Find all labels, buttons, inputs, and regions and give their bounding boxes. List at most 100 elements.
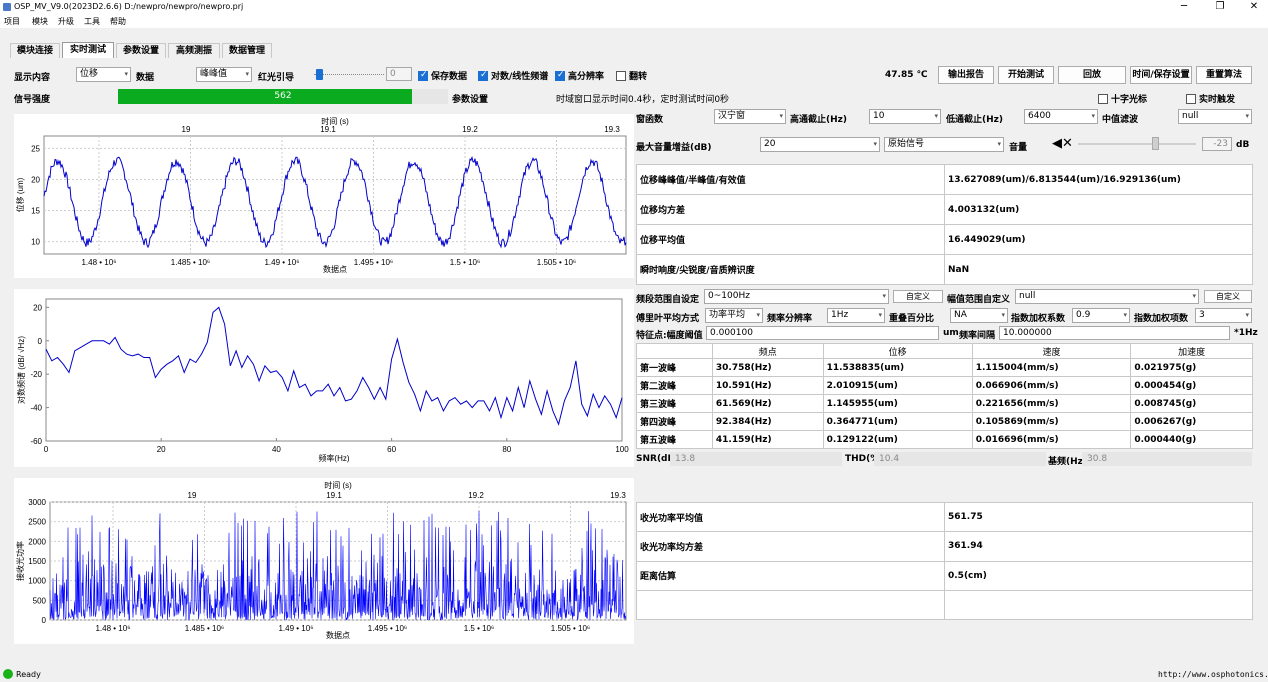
exp-coef-select[interactable]: 0.9 ▾ <box>1072 308 1130 323</box>
peaks-table-row: 第五波峰 41.159(Hz) 0.129122(um) 0.016696(mm/s)… <box>636 430 1253 449</box>
y-tick-label: 0 <box>42 616 47 625</box>
playback-button[interactable]: 回放 <box>1058 66 1126 84</box>
export-report-button[interactable]: 输出报告 <box>938 66 994 84</box>
freq-interval-unit: *1Hz <box>1234 328 1258 338</box>
freq-interval-field[interactable]: 10.000000 <box>999 326 1230 340</box>
speaker-mute-icon[interactable]: ◀✕ <box>1052 136 1073 151</box>
lowpass-select[interactable]: 6400 ▾ <box>1024 109 1098 124</box>
peaks-cell: 0.221656(mm/s) <box>971 394 1132 413</box>
menu-upgrade[interactable]: 升级 <box>58 17 74 26</box>
laser-slider-handle[interactable] <box>316 69 323 80</box>
fundamental-label: 基频(Hz) <box>1048 457 1087 467</box>
tab-param-settings[interactable]: 参数设置 <box>116 43 166 58</box>
peaks-table: 频点 位移 速度 加速度 第一波峰 30.758(Hz) 11.538835(um) 1.11… <box>636 343 1253 449</box>
chevron-down-icon: ▾ <box>873 140 877 148</box>
close-icon[interactable]: ✕ <box>1249 1 1259 12</box>
realtime-trigger-checkbox[interactable]: 实时触发 <box>1186 92 1235 105</box>
peaks-cell: 0.021975(g) <box>1130 358 1253 377</box>
volume-slider-track[interactable] <box>1078 143 1196 145</box>
chevron-down-icon: ▾ <box>878 311 882 319</box>
tab-realtime-test[interactable]: 实时测试 <box>62 42 114 58</box>
peaks-cell: 0.129122(um) <box>822 430 973 449</box>
window-fn-select[interactable]: 汉宁窗 ▾ <box>714 109 786 124</box>
x-tick-label: 1.49 • 10⁶ <box>264 258 299 267</box>
display-content-label: 显示内容 <box>14 73 51 83</box>
y-tick-label: -40 <box>30 404 42 413</box>
exp-terms-select[interactable]: 3 ▾ <box>1195 308 1252 323</box>
x-tick-label: 1.49 • 10⁶ <box>278 624 313 633</box>
amp-custom-button[interactable]: 自定义 <box>1204 290 1252 303</box>
time-window-info: 时域窗口显示时间0.4秒，定时测试时间0秒 <box>556 95 730 105</box>
stats-value: NaN <box>944 254 1253 285</box>
tab-module-connect[interactable]: 模块连接 <box>10 43 60 58</box>
overlap-select[interactable]: NA ▾ <box>950 308 1008 323</box>
stats-value: 16.449029(um) <box>944 224 1253 255</box>
menu-module[interactable]: 模块 <box>32 17 48 26</box>
signal-strength-bar: 562 <box>118 89 448 104</box>
minimize-icon[interactable]: ─ <box>1180 1 1188 12</box>
chevron-down-icon: ▾ <box>1192 292 1196 300</box>
freq-interval-label: 频率间隔 <box>959 331 996 341</box>
peaks-cell: 11.538835(um) <box>822 358 973 377</box>
feature-threshold-field[interactable]: 0.000100 <box>706 326 939 340</box>
stats-label: 位移平均值 <box>636 224 945 255</box>
freq-range-select[interactable]: 0~100Hz ▾ <box>704 289 889 304</box>
chevron-down-icon: ▾ <box>779 112 783 120</box>
peaks-cell: 0.105869(mm/s) <box>971 412 1132 431</box>
fourier-avg-label: 傅里叶平均方式 <box>636 314 700 324</box>
y-tick-label: 2000 <box>28 537 46 546</box>
tab-data-management[interactable]: 数据管理 <box>222 43 272 58</box>
tab-high-freq[interactable]: 高频测振 <box>168 43 220 58</box>
stats-row: 收光功率均方差 361.94 <box>636 531 1253 562</box>
chevron-down-icon: ▾ <box>1245 311 1249 319</box>
crosshair-checkbox[interactable]: 十字光标 <box>1098 92 1147 105</box>
median-filter-select[interactable]: null ▾ <box>1178 109 1252 124</box>
x-tick-label: 1.485 • 10⁶ <box>171 258 210 267</box>
stats-value <box>944 589 1253 621</box>
log-spectrum-checkbox[interactable]: 对数/线性频谱 <box>478 69 548 82</box>
peaks-cell: 61.569(Hz) <box>711 394 824 413</box>
volume-value-field[interactable]: -23 <box>1202 137 1232 151</box>
app-icon <box>3 3 11 11</box>
peaks-cell: 0.000440(g) <box>1130 430 1253 449</box>
high-resolution-checkbox[interactable]: 高分辨率 <box>555 69 604 82</box>
time-save-settings-button[interactable]: 时间/保存设置 <box>1130 66 1192 84</box>
y-tick-label: 1500 <box>28 557 46 566</box>
feature-threshold-unit: um <box>943 328 959 338</box>
freq-custom-button[interactable]: 自定义 <box>893 290 943 303</box>
window-fn-label: 窗函数 <box>636 115 664 125</box>
freq-resolution-select[interactable]: 1Hz ▾ <box>827 308 885 323</box>
spectrum-chart-panel: -60 -40 -20 0 20 0 20 40 60 80 100 频率(Hz) 对数频谱 (dB/ … <box>14 289 634 467</box>
x-tick-label: 1.505 • 10⁶ <box>551 624 590 633</box>
maximize-icon[interactable]: ❐ <box>1215 1 1225 12</box>
laser-slider-track[interactable] <box>314 74 384 75</box>
max-gain-select[interactable]: 20 ▾ <box>760 137 880 152</box>
y-tick-label: 500 <box>33 596 47 605</box>
laser-value-field[interactable]: 0 <box>386 67 412 81</box>
peaks-cell: 0.016696(mm/s) <box>971 430 1132 449</box>
fourier-avg-select[interactable]: 功率平均 ▾ <box>705 308 763 323</box>
y-axis-label: 对数频谱 (dB/ √Hz) <box>16 336 26 404</box>
peaks-table-row: 第二波峰 10.591(Hz) 2.010915(um) 0.066906(mm/s)… <box>636 376 1253 395</box>
volume-slider-handle[interactable] <box>1152 137 1159 150</box>
data-select[interactable]: 峰峰值 ▾ <box>196 67 252 82</box>
peaks-cell: 1.115004(mm/s) <box>971 358 1132 377</box>
chevron-down-icon: ▾ <box>245 70 249 78</box>
peaks-cell: 第二波峰 <box>636 376 713 395</box>
website-link[interactable]: http://www.osphotonics.com/ <box>1158 670 1268 679</box>
menu-help[interactable]: 帮助 <box>110 17 126 26</box>
stats-row <box>636 589 1253 621</box>
peaks-table-row: 第三波峰 61.569(Hz) 1.145955(um) 0.221656(mm/s)… <box>636 394 1253 413</box>
start-test-button[interactable]: 开始测试 <box>998 66 1054 84</box>
amp-range-select[interactable]: null ▾ <box>1015 289 1199 304</box>
menu-project[interactable]: 项目 <box>4 17 20 26</box>
fundamental-value: 30.8 <box>1082 452 1252 466</box>
reset-algorithm-button[interactable]: 重置算法 <box>1196 66 1252 84</box>
save-data-checkbox[interactable]: 保存数据 <box>418 69 467 82</box>
signal-source-select[interactable]: 原始信号 ▾ <box>884 137 1004 152</box>
freq-resolution-label: 频率分辨率 <box>767 314 813 324</box>
display-content-select[interactable]: 位移 ▾ <box>76 67 131 82</box>
menu-tools[interactable]: 工具 <box>84 17 100 26</box>
flip-checkbox[interactable]: 翻转 <box>616 69 647 82</box>
highpass-select[interactable]: 10 ▾ <box>869 109 941 124</box>
